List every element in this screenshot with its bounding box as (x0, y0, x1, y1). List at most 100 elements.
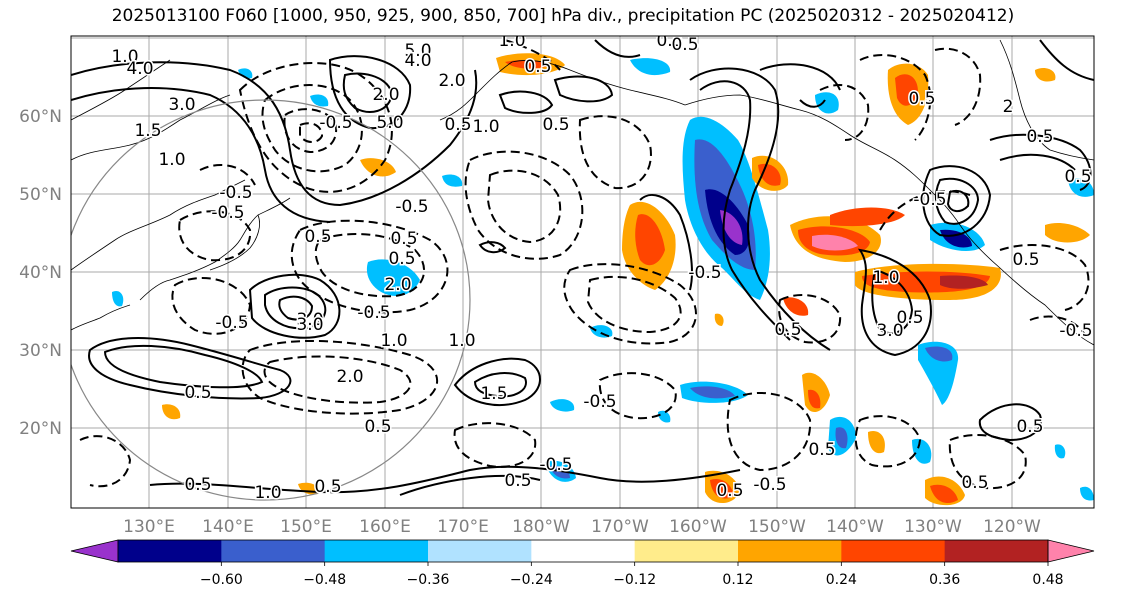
colorbar-swatch (428, 540, 532, 562)
contour-label: 0.5 (304, 227, 331, 247)
longitude-axis: 130°E 140°E 150°E 160°E 170°E 180°W 170°W 160°W… (123, 517, 1041, 537)
contour-label: 0.5 (314, 477, 341, 497)
lon-tick-label: 130°W (904, 517, 962, 537)
latitude-axis: 60°N 50°N 40°N 30°N 20°N (19, 107, 62, 439)
contour-label: 0.5 (908, 89, 935, 109)
contour-label: 1.0 (498, 31, 525, 51)
contour-label: 0.5 (504, 471, 531, 491)
contour-label: 3.0 (876, 321, 903, 341)
lon-tick-label: 170°E (437, 517, 489, 537)
plot-frame (70, 35, 1095, 509)
lat-tick-label: 40°N (19, 263, 62, 283)
contour-label: 3.0 (296, 315, 323, 335)
contour-label: 1.0 (448, 331, 475, 351)
contour-label: -0.5 (395, 197, 428, 217)
contour-label: 4.0 (126, 59, 153, 79)
contour-label: -0.5 (215, 313, 248, 333)
colorbar-swatch (841, 540, 946, 562)
contour-label: -0.5 (753, 475, 786, 495)
colorbar: −0.60 −0.48 −0.36 −0.24 −0.12 0.12 0.24 0.36 0.4… (70, 539, 1095, 588)
contour-label-layer: 1.04.03.01.51.05.04.02.05.02.00.51.00.51… (110, 31, 1094, 505)
lon-tick-label: 160°W (669, 517, 727, 537)
contour-label: -0.5 (583, 392, 616, 412)
contour-label: 2.0 (372, 85, 399, 105)
contour-label: 2 (1003, 97, 1014, 117)
contour-label: 0.5 (1012, 250, 1039, 270)
colorbar-swatch (634, 540, 739, 562)
colorbar-tick-label: 0.36 (929, 572, 960, 588)
contour-label: 0.5 (808, 440, 835, 460)
contour-label: -0.5 (688, 263, 721, 283)
contour-label: 4.0 (404, 51, 431, 71)
colorbar-extend-min (70, 539, 119, 563)
contour-label: 0.5 (184, 475, 211, 495)
contour-label: 0.5 (1026, 127, 1053, 147)
contour-label: 1.0 (380, 331, 407, 351)
contour-label: 3.0 (168, 95, 195, 115)
colorbar-tick-label: 0.48 (1032, 572, 1063, 588)
colorbar-outline (117, 539, 1049, 563)
colorbar-swatch (738, 540, 842, 562)
contour-label: -0.5 (913, 190, 946, 210)
lon-tick-label: 160°E (359, 517, 411, 537)
contour-label: 0.5 (671, 35, 698, 55)
contour-label: 5.0 (376, 113, 403, 133)
contour-label: 0.5 (896, 308, 923, 328)
lon-tick-label: 130°E (123, 517, 175, 537)
reference-circle (71, 99, 471, 501)
contour-label: -0.5 (319, 113, 352, 133)
contour-label: 0.5 (390, 229, 417, 249)
contour-label: 1.5 (480, 384, 507, 404)
colorbar-tick-label: −0.24 (510, 572, 553, 588)
contour-label: 0.5 (524, 57, 551, 77)
contour-label: 0.5 (1064, 167, 1091, 187)
lon-tick-label: 150°E (280, 517, 332, 537)
colorbar-swatch (531, 540, 636, 562)
contour-label: -0.5 (357, 303, 390, 323)
contour-label: -0.5 (539, 455, 572, 475)
figure-title: 2025013100 F060 [1000, 950, 925, 900, 85… (111, 6, 1015, 26)
contour-label: 1.5 (134, 121, 161, 141)
contour-label: 1.0 (254, 483, 281, 503)
contour-label: 1.0 (872, 268, 899, 288)
contour-label: 2.0 (438, 71, 465, 91)
contour-label: -0.5 (211, 203, 244, 223)
divergence-contours (71, 39, 1094, 496)
contour-label: 5.0 (404, 41, 431, 61)
colorbar-swatch (221, 540, 326, 562)
contour-label: 0.5 (716, 481, 743, 501)
contour-label: 0.5 (961, 473, 988, 493)
colorbar-swatch (118, 540, 222, 562)
lat-tick-label: 30°N (19, 341, 62, 361)
colorbar-tick-label: −0.36 (407, 572, 450, 588)
contour-label: 0.5 (542, 115, 569, 135)
colorbar-extend-max (1047, 539, 1095, 563)
colorbar-swatch (324, 540, 429, 562)
contour-label: 0.5 (388, 249, 415, 269)
colorbar-tick-label: −0.12 (613, 572, 656, 588)
colorbar-tick-label: 0.24 (826, 572, 857, 588)
colorbar-tick-label: −0.48 (303, 572, 346, 588)
colorbar-tick-label: −0.60 (200, 572, 243, 588)
lon-tick-label: 180°W (512, 517, 570, 537)
contour-label: 0.5 (184, 383, 211, 403)
contour-label: 1.0 (472, 117, 499, 137)
contour-label: 0.5 (364, 417, 391, 437)
colorbar-swatch (944, 540, 1049, 562)
graticule (71, 36, 1094, 508)
coastlines (71, 39, 1094, 346)
lon-tick-label: 150°W (748, 517, 806, 537)
contour-label: 1.0 (111, 47, 138, 67)
contour-label: 2.0 (336, 367, 363, 387)
contour-label: -0.5 (219, 183, 252, 203)
contour-label: 2.0 (384, 275, 411, 295)
contour-label: 3.0 (296, 310, 323, 330)
lon-tick-label: 140°W (826, 517, 884, 537)
contour-label: 0.5 (444, 115, 471, 135)
contour-label: -0.5 (1059, 321, 1092, 341)
negative-contours (79, 39, 1090, 490)
lat-tick-label: 20°N (19, 419, 62, 439)
lat-tick-label: 50°N (19, 185, 62, 205)
contour-label: 0.5 (774, 320, 801, 340)
